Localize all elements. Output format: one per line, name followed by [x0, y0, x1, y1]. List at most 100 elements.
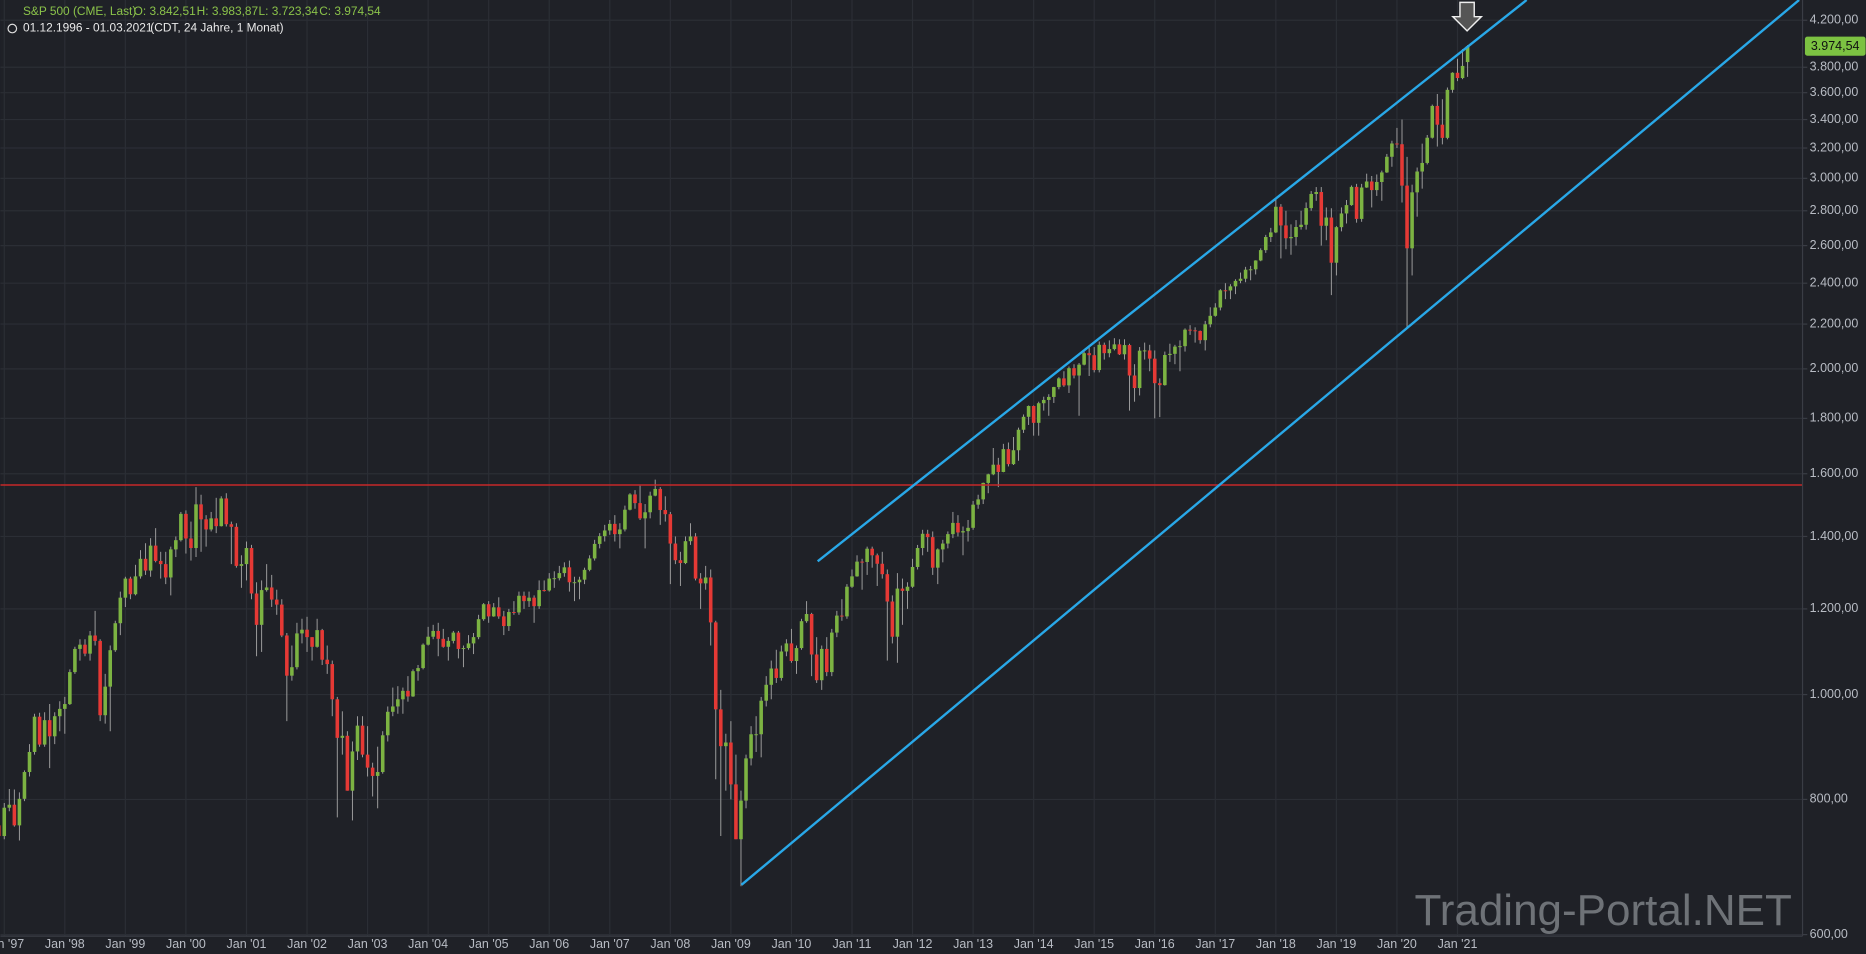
y-tick-label: 1.400,00 [1810, 529, 1859, 543]
candle-body [148, 545, 153, 571]
candle-body [128, 578, 133, 595]
candle-body [628, 494, 632, 510]
candle-body [300, 629, 304, 634]
candle-body [1410, 192, 1414, 249]
candle-body [855, 561, 859, 577]
candle-body [396, 699, 400, 707]
candle-body [254, 593, 259, 625]
y-tick-label: 1.600,00 [1810, 466, 1859, 480]
candle-body [941, 543, 945, 550]
y-tick-label: 800,00 [1810, 792, 1848, 806]
candle-body [502, 616, 506, 627]
candle-body [153, 545, 158, 561]
candle-body [52, 716, 57, 737]
candle-body [340, 735, 345, 738]
candle-body [643, 512, 647, 519]
candle-body [466, 643, 471, 649]
candle-body [138, 558, 143, 577]
candle-body [461, 648, 466, 650]
candle-body [456, 632, 461, 649]
candle-body [678, 560, 683, 564]
candle-body [532, 597, 536, 607]
y-tick-label: 600,00 [1810, 927, 1848, 941]
candle-body [966, 527, 970, 532]
candle-body [809, 614, 814, 655]
candle-body [1041, 399, 1046, 404]
candle-body [123, 578, 128, 598]
arrow-annotation [1451, 1, 1484, 32]
candle-body [431, 630, 435, 637]
candle-body [804, 614, 809, 622]
watermark: Trading-Portal.NET [1414, 886, 1791, 935]
candle-body [1001, 449, 1006, 472]
candle-body [32, 716, 37, 752]
candle-body [481, 604, 486, 620]
candle-body [794, 648, 799, 662]
candle-body [421, 644, 425, 669]
candle-body [244, 548, 249, 565]
candle-body [305, 629, 309, 638]
candle-body [840, 615, 844, 617]
x-tick-label: Jan '97 [0, 937, 24, 951]
candle-body [143, 558, 148, 571]
candle-body [587, 558, 592, 570]
candle-body [290, 667, 294, 676]
candle-body [729, 742, 733, 785]
candle-body [486, 604, 491, 617]
candle-body [360, 725, 365, 755]
candle-body [471, 637, 476, 644]
candle-body [441, 638, 446, 647]
x-tick-label: Jan '00 [166, 937, 206, 951]
candle-body [819, 648, 824, 681]
candle-body [754, 734, 758, 736]
candle-body [597, 536, 602, 544]
candle-body [1253, 260, 1258, 270]
candle-body [1415, 171, 1419, 193]
candle-body [920, 533, 925, 549]
candle-body [1006, 449, 1011, 465]
candle-body [73, 648, 77, 673]
x-tick-label: Jan '13 [953, 937, 993, 951]
ohlc-low: L: 3.723,34 [259, 4, 319, 18]
candle-body [592, 543, 597, 559]
candle-body [1233, 280, 1238, 287]
range-note: (CDT, 24 Jahre, 1 Monat) [150, 21, 283, 35]
candle-body [1385, 156, 1389, 173]
candle-body [1314, 192, 1319, 194]
candle-body [693, 536, 698, 579]
candle-body [269, 587, 274, 600]
candle-body [345, 735, 350, 791]
candle-body [1369, 181, 1374, 191]
candle-body [658, 488, 663, 511]
candle-body [380, 735, 385, 773]
candle-body [542, 590, 546, 592]
y-tick-label: 2.600,00 [1810, 238, 1859, 252]
candle-body [1425, 137, 1430, 163]
candle-body [1163, 354, 1167, 386]
candle-body [986, 474, 991, 483]
candle-body [1097, 344, 1102, 371]
candle-body [1319, 192, 1324, 226]
candle-body [1062, 378, 1066, 386]
candle-body [1279, 206, 1283, 226]
candle-body [285, 635, 289, 676]
candle-body [1238, 278, 1243, 281]
candle-body [653, 488, 657, 496]
candle-body [1344, 205, 1349, 214]
candle-body [1188, 329, 1192, 331]
candle-body [1440, 124, 1445, 138]
candle-body [935, 549, 940, 568]
candle-body [814, 654, 819, 681]
x-tick-label: Jan '08 [650, 937, 690, 951]
candle-body [885, 574, 890, 602]
candle-body [708, 577, 713, 623]
candle-body [663, 510, 668, 515]
candle-body [1400, 144, 1404, 186]
candle-body [63, 704, 67, 709]
candle-body [0, 825, 2, 837]
candle-body [295, 633, 299, 668]
candle-body [1430, 105, 1435, 138]
candle-body [401, 690, 405, 700]
